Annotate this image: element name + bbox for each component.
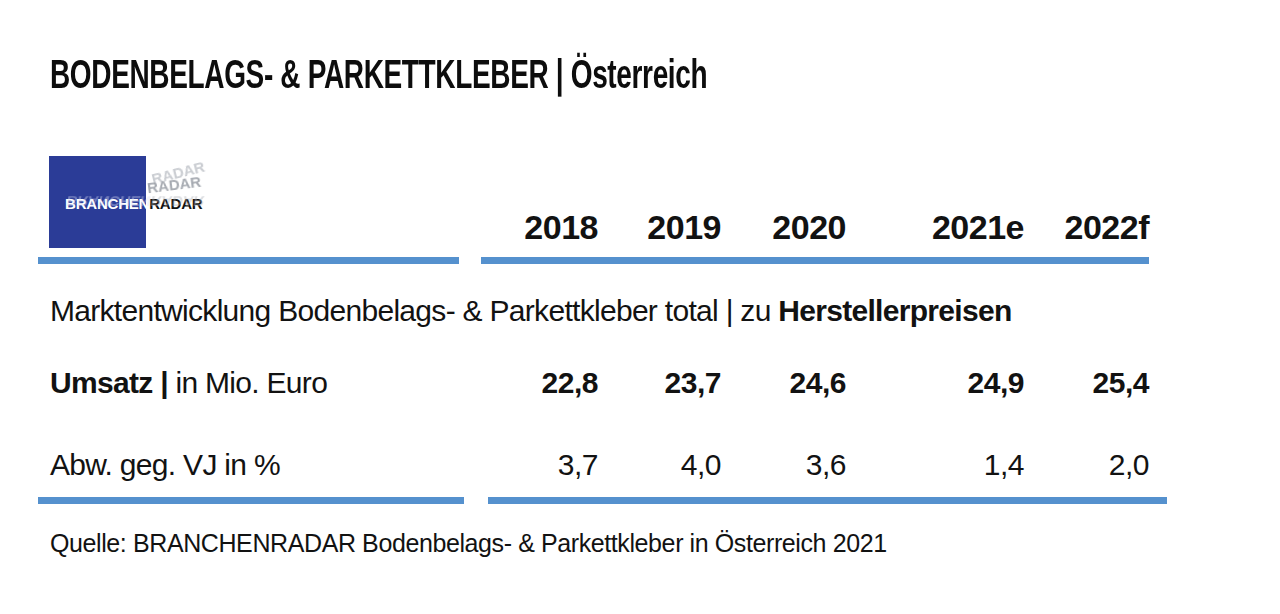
abw-value-2018: 3,7 (460, 448, 598, 482)
year-header-2019: 2019 (598, 208, 721, 247)
section-title: Marktentwicklung Bodenbelags- & Parkettk… (50, 294, 1012, 328)
table-row-umsatz: Umsatz | in Mio. Euro 22,8 23,7 24,6 24,… (50, 366, 1149, 400)
divider-top-right-segment (481, 257, 1149, 264)
abw-value-2019: 4,0 (598, 448, 721, 482)
year-header-2018: 2018 (460, 208, 598, 247)
row-label-rest: Abw. geg. VJ in % (50, 448, 280, 481)
umsatz-value-2018: 22,8 (460, 366, 598, 400)
table-row-abweichung: Abw. geg. VJ in % 3,7 4,0 3,6 1,4 2,0 (50, 448, 1149, 482)
umsatz-value-2019: 23,7 (598, 366, 721, 400)
abw-value-2020: 3,6 (721, 448, 846, 482)
report-page: BODENBELAGS- & PARKETTKLEBER | Österreic… (0, 0, 1280, 614)
umsatz-value-2020: 24,6 (721, 366, 846, 400)
umsatz-value-2022f: 25,4 (1024, 366, 1149, 400)
divider-top (0, 257, 1280, 264)
divider-bottom-left-segment (38, 497, 464, 504)
page-title: BODENBELAGS- & PARKETTKLEBER | Österreic… (50, 52, 707, 97)
row-label-bold: Umsatz | (50, 366, 168, 399)
section-title-bold: Herstellerpreisen (778, 294, 1011, 327)
umsatz-value-2021e: 24,9 (846, 366, 1024, 400)
year-header-2021e: 2021e (846, 208, 1024, 247)
divider-bottom-right-segment (488, 497, 1167, 504)
row-label-rest: in Mio. Euro (168, 366, 327, 399)
year-header-spacer (50, 208, 460, 247)
section-title-regular: Marktentwicklung Bodenbelags- & Parkettk… (50, 294, 771, 327)
abw-value-2022f: 2,0 (1024, 448, 1149, 482)
year-header-2022f: 2022f (1024, 208, 1149, 247)
divider-bottom (0, 497, 1280, 504)
year-header-row: 2018 2019 2020 2021e 2022f (50, 208, 1149, 247)
row-label: Umsatz | in Mio. Euro (50, 366, 460, 400)
abw-value-2021e: 1,4 (846, 448, 1024, 482)
row-label: Abw. geg. VJ in % (50, 448, 460, 482)
divider-top-left-segment (38, 257, 459, 264)
year-header-2020: 2020 (721, 208, 846, 247)
source-note: Quelle: BRANCHENRADAR Bodenbelags- & Par… (50, 529, 887, 558)
